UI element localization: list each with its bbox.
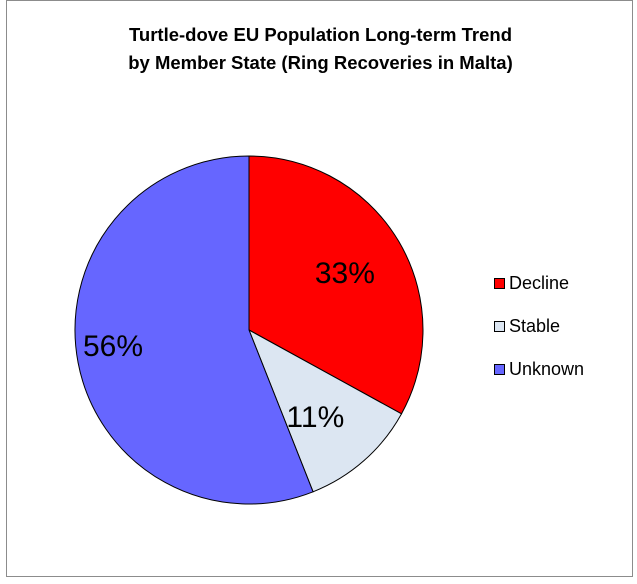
legend-label-decline: Decline xyxy=(509,273,570,293)
legend-item-stable: Stable xyxy=(494,316,560,337)
legend-item-unknown: Unknown xyxy=(494,359,584,380)
legend-label-stable: Stable xyxy=(509,316,561,336)
data-label-stable: 11% xyxy=(286,401,344,434)
chart-title-line-1: Turtle-dove EU Population Long-term Tren… xyxy=(128,24,513,45)
legend-item-decline: Decline xyxy=(494,273,569,294)
chart-title: Turtle-dove EU Population Long-term Tren… xyxy=(7,21,634,77)
legend-swatch-decline xyxy=(494,278,505,289)
pie-slice-decline xyxy=(248,155,424,415)
legend-swatch-stable xyxy=(494,321,505,332)
legend-label-unknown: Unknown xyxy=(509,359,585,379)
pie-slice-unknown xyxy=(74,155,314,505)
pie-chart: 33% 11% 56% xyxy=(74,155,424,505)
chart-title-line-2: by Member State (Ring Recoveries in Malt… xyxy=(128,52,513,73)
legend: Decline Stable Unknown xyxy=(494,1,634,578)
data-label-unknown: 56% xyxy=(83,330,143,363)
chart-frame: Turtle-dove EU Population Long-term Tren… xyxy=(6,0,633,577)
legend-swatch-unknown xyxy=(494,364,505,375)
pie-slice-stable xyxy=(248,328,403,493)
data-label-decline: 33% xyxy=(315,257,375,290)
